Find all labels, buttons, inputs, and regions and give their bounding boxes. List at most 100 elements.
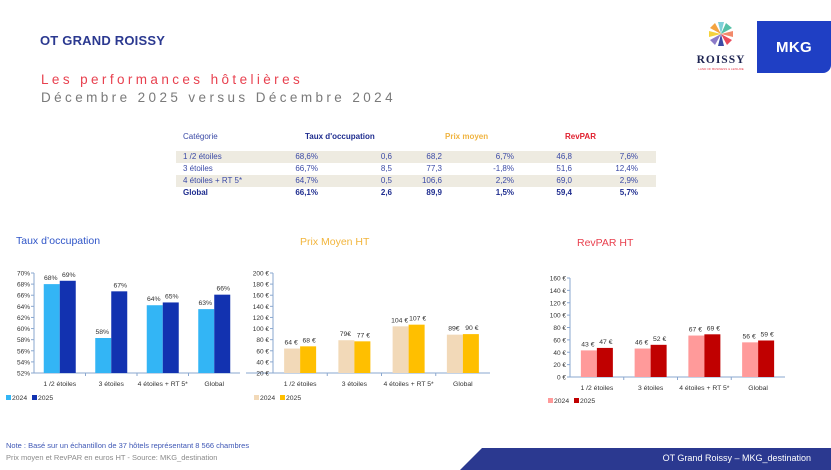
x-tick-label: 4 étoiles + RT 5* [138, 381, 189, 388]
data-label: 43 € [581, 341, 594, 348]
table-cell-category: Global [183, 188, 208, 197]
chart-avg-price: Prix Moyen HT 20 € 40 € 60 € 80 € 100 € 120 € 1… [246, 236, 490, 402]
table-row: 3 étoiles 66,7% 8,5 77,3 -1,8% 51,6 12,4% [176, 163, 656, 175]
data-label: 64 € [285, 340, 298, 347]
brand-title: OT GRAND ROISSY [40, 33, 166, 48]
legend-label: 2024 [554, 398, 569, 405]
table-cell-revpar: 46,8 [556, 152, 572, 161]
x-tick-label: 3 étoiles [638, 385, 664, 392]
legend-swatch-2025 [280, 395, 285, 400]
data-label: 67% [113, 282, 127, 289]
y-tick-label: 200 € [253, 271, 270, 278]
bar-2024 [284, 348, 301, 373]
legend-swatch-2025 [32, 395, 37, 400]
chart-title: Prix Moyen HT [300, 236, 370, 248]
charts-layer: Taux d’occupation 52% 54% 56% 58% 60% 62% 64% 66… [6, 235, 785, 405]
legend-swatch-2024 [6, 395, 11, 400]
y-tick-label: 66% [17, 293, 30, 300]
table-cell-occ: 68,6% [295, 152, 318, 161]
y-tick-label: 40 € [553, 350, 566, 357]
x-tick-label: 4 étoiles + RT 5* [384, 381, 435, 388]
data-label: 67 € [689, 327, 702, 334]
chart-revpar: RevPAR HT 0 € 20 € 40 € 60 € 80 € 100 € 120 € 14… [548, 237, 785, 405]
y-tick-label: 58% [17, 337, 30, 344]
footer-bar [460, 448, 831, 470]
bar-2025 [214, 294, 231, 373]
table-cell-price: 106,6 [421, 176, 442, 185]
y-tick-label: 160 € [550, 276, 567, 283]
x-tick-label: 3 étoiles [99, 381, 125, 388]
table-cell-price-var: 1,5% [495, 188, 514, 197]
table-cell-occ-var: 0,6 [380, 152, 392, 161]
data-label: 77 € [357, 332, 370, 339]
legend-label: 2025 [286, 395, 301, 402]
header-revpar: RevPAR [565, 132, 596, 141]
data-label: 47 € [599, 339, 612, 346]
data-label: 59 € [761, 331, 774, 338]
bar-2025 [758, 340, 775, 377]
y-tick-label: 40 € [256, 359, 269, 366]
x-tick-label: 3 étoiles [342, 381, 368, 388]
bar-2024 [580, 350, 597, 377]
bar-2025 [650, 344, 667, 377]
bar-2025 [300, 346, 317, 373]
table-cell-category: 4 étoiles + RT 5* [183, 176, 243, 185]
table-cell-price: 68,2 [426, 152, 442, 161]
bar-2024 [338, 340, 355, 373]
bar-2024 [446, 334, 463, 373]
data-label: 89€ [448, 326, 460, 333]
y-tick-label: 80 € [553, 325, 566, 332]
data-label: 68% [44, 275, 58, 282]
y-tick-label: 70% [17, 271, 30, 278]
y-tick-label: 100 € [550, 313, 567, 320]
table-cell-revpar: 59,4 [556, 188, 572, 197]
report-period: Décembre 2025 versus Décembre 2024 [41, 90, 396, 105]
mkg-wordmark: MKG [776, 38, 812, 56]
bar-2024 [43, 284, 60, 373]
roissy-flower-icon: ROISSY LAND OF BUSINESS & LEISURE [697, 22, 744, 71]
data-label: 65% [165, 293, 179, 300]
chart-occupancy: Taux d’occupation 52% 54% 56% 58% 60% 62% 64% 66… [6, 235, 240, 402]
data-label: 90 € [465, 325, 478, 332]
table-cell-price-var: -1,8% [493, 164, 514, 173]
mkg-logo: MKG [757, 21, 831, 73]
bar-2024 [634, 348, 651, 377]
header-occupancy: Taux d'occupation [305, 132, 375, 141]
legend-label: 2025 [38, 395, 53, 402]
y-tick-label: 54% [17, 359, 30, 366]
data-label: 69% [62, 272, 76, 279]
table-cell-occ: 64,7% [295, 176, 318, 185]
y-tick-label: 120 € [550, 300, 567, 307]
data-label: 66% [216, 286, 230, 293]
y-tick-label: 100 € [253, 326, 270, 333]
table-cell-category: 3 étoiles [183, 164, 213, 173]
table-cell-revpar: 69,0 [556, 176, 572, 185]
bar-2025 [408, 324, 425, 373]
table-cell-revpar-var: 2,9% [619, 176, 638, 185]
table-cell-occ: 66,7% [295, 164, 318, 173]
bar-2025 [354, 341, 371, 373]
x-tick-label: Global [748, 385, 768, 392]
bar-2024 [688, 335, 705, 377]
bar-2025 [111, 291, 128, 373]
x-tick-label: 1 /2 étoiles [284, 381, 317, 388]
bar-2025 [704, 334, 721, 377]
x-tick-label: Global [453, 381, 473, 388]
table-cell-revpar-var: 5,7% [619, 188, 638, 197]
x-tick-label: Global [204, 381, 224, 388]
table-cell-occ-var: 2,6 [380, 188, 392, 197]
sample-note: Note : Basé sur un échantillon de 37 hôt… [6, 441, 250, 450]
legend-label: 2024 [12, 395, 27, 402]
bar-2024 [198, 309, 215, 373]
table-header: Catégorie Taux d'occupation Prix moyen R… [176, 128, 656, 144]
legend-label: 2024 [260, 395, 275, 402]
table-cell-price-var: 6,7% [495, 152, 514, 161]
y-tick-label: 60% [17, 326, 30, 333]
y-tick-label: 56% [17, 348, 30, 355]
y-tick-label: 180 € [253, 282, 270, 289]
table-body: 1 /2 étoiles 68,6% 0,6 68,2 6,7% 46,8 7,6% 3 ét… [176, 151, 656, 199]
table-row: 4 étoiles + RT 5* 64,7% 0,5 106,6 2,2% 69,0 2,… [176, 175, 656, 187]
legend-label: 2025 [580, 398, 595, 405]
data-label: 46 € [635, 340, 648, 347]
y-tick-label: 52% [17, 371, 30, 378]
